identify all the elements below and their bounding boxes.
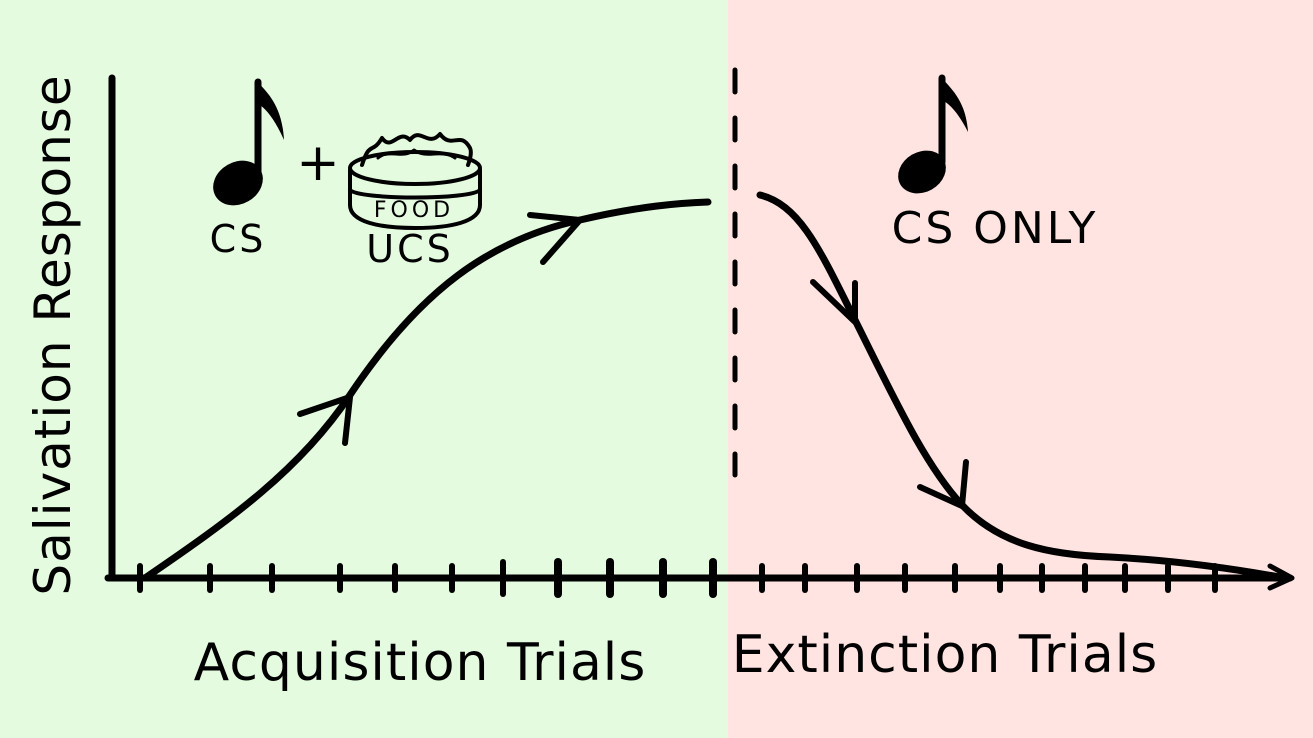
- extinction-background: [728, 0, 1313, 738]
- bowl-text: FOOD: [374, 198, 454, 223]
- extinction-arrow-2: [917, 459, 969, 509]
- acquisition-trials-label: Acquisition Trials: [194, 633, 647, 693]
- acquisition-curve: [141, 198, 712, 582]
- y-axis-label: Salivation Response: [24, 74, 82, 595]
- acquisition-arrow-1: [297, 394, 353, 446]
- trial-ticks: [137, 558, 1218, 598]
- ucs-label: UCS: [366, 227, 453, 271]
- food-bowl-icon: [348, 132, 482, 230]
- music-note-icon: [898, 74, 968, 194]
- cs-only-label: CS ONLY: [892, 203, 1099, 254]
- music-note-icon: [213, 78, 284, 206]
- cs-label: CS: [210, 217, 267, 261]
- extinction-trials-label: Extinction Trials: [732, 625, 1159, 685]
- acquisition-arrow-2: [527, 212, 583, 265]
- plus-sign: +: [296, 133, 340, 193]
- extinction-arrow-1: [810, 279, 858, 325]
- x-axis-arrowhead: [1267, 563, 1295, 591]
